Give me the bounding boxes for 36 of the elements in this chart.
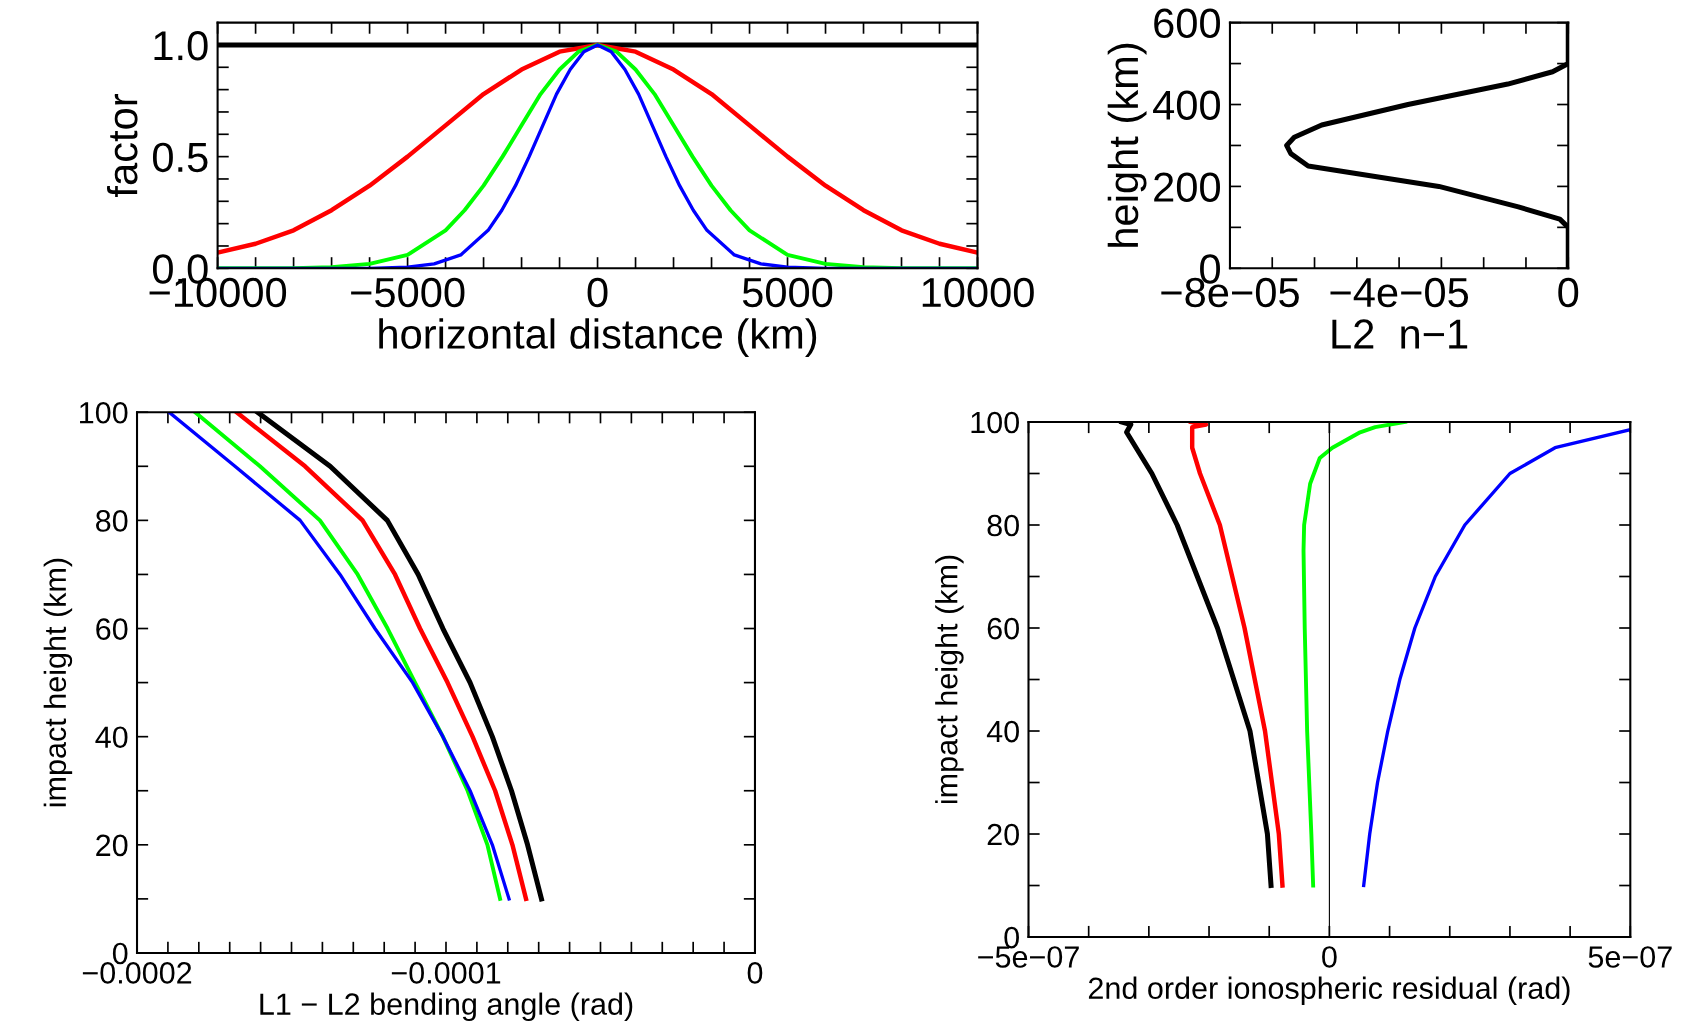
x-tick-label: 0 [1558, 277, 1579, 308]
x-tick-label: −5000 [351, 277, 465, 308]
y-tick-label: 400 [1153, 90, 1220, 121]
y-tick-label: 20 [96, 834, 128, 857]
x-axis-title: L1 − L2 bending angle (rad) [260, 992, 633, 1022]
y-tick-label: 600 [1154, 8, 1220, 39]
y-tick-label: 80 [96, 510, 128, 532]
line-series [1188, 421, 1285, 888]
y-tick-label: 40 [986, 720, 1019, 743]
y-tick-label: 0.5 [152, 142, 208, 173]
y-tick-label: 20 [987, 823, 1019, 846]
x-tick-label: −0.0001 [391, 962, 501, 984]
y-tick-label: 60 [96, 618, 128, 640]
y-tick-label: 100 [80, 401, 128, 424]
x-tick-label: −4e−05 [1330, 277, 1469, 308]
x-tick-label: 5000 [742, 277, 833, 308]
line-series [1362, 428, 1631, 888]
x-tick-label: 0 [587, 277, 608, 308]
x-tick-label: 0 [747, 962, 763, 984]
x-axis-title: L2 n−1 [1332, 319, 1468, 349]
x-axis-title: horizontal distance (km) [379, 318, 817, 358]
y-axis-title: height (km) [1107, 43, 1147, 247]
y-axis-title: factor [107, 94, 138, 197]
line-series [1301, 421, 1408, 888]
y-tick-label: 100 [971, 411, 1019, 434]
y-tick-label: 1.0 [154, 30, 208, 61]
y-tick-label: 80 [987, 514, 1019, 537]
x-tick-label: 0 [1322, 946, 1337, 968]
y-axis-title: impact height (km) [935, 555, 964, 804]
x-tick-label: 5e−07 [1588, 946, 1672, 968]
y-tick-label: 200 [1154, 172, 1220, 202]
y-axis-title: impact height (km) [43, 558, 73, 807]
y-tick-label: 40 [95, 726, 128, 749]
x-axis-title: 2nd order ionospheric residual (rad) [1088, 976, 1570, 1006]
y-tick-label: 60 [987, 617, 1019, 640]
x-tick-label: 10000 [922, 277, 1034, 308]
